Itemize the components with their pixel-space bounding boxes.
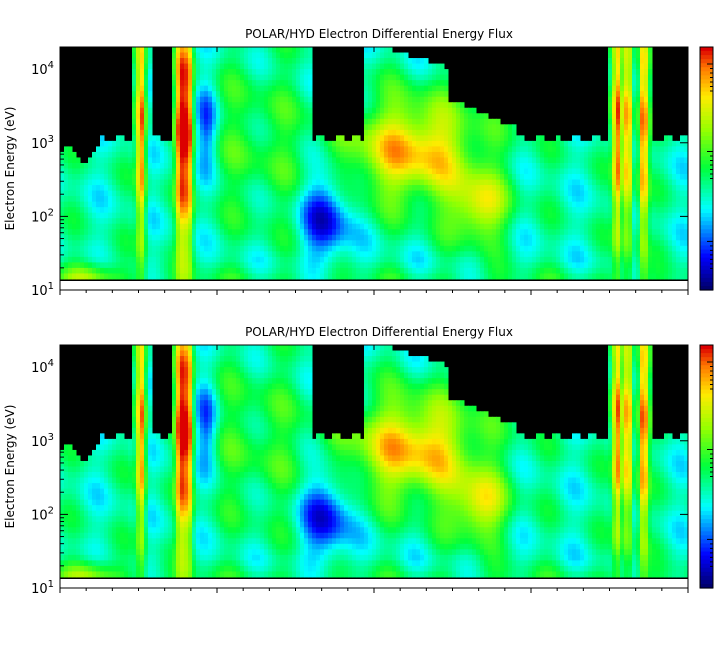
- chart-title: POLAR/HYD Electron Differential Energy F…: [245, 325, 513, 339]
- bottom-gap: [60, 579, 688, 588]
- spectrogram-svg: POLAR/HYD Electron Differential Energy F…: [3, 325, 714, 597]
- y-tick-label: 101: [31, 579, 54, 597]
- chart-title: POLAR/HYD Electron Differential Energy F…: [245, 27, 513, 41]
- y-tick-label: 104: [31, 60, 54, 78]
- y-axis-label: Electron Energy (eV): [3, 107, 17, 231]
- spectrogram-cells: [60, 47, 689, 280]
- spectrogram-cells: [60, 345, 689, 578]
- colorbar-frame: [699, 344, 714, 589]
- y-tick-label: 103: [31, 134, 54, 152]
- colorbar: [700, 345, 713, 589]
- y-tick-label: 103: [31, 432, 54, 450]
- y-tick-label: 101: [31, 281, 54, 299]
- bottom-gap: [60, 281, 688, 290]
- colorbar-frame: [699, 46, 714, 291]
- colorbar: [700, 47, 713, 291]
- spectrogram-svg: POLAR/HYD Electron Differential Energy F…: [3, 27, 714, 299]
- y-tick-label: 104: [31, 358, 54, 376]
- y-tick-label: 102: [31, 505, 54, 523]
- spectrogram-panel-2: POLAR/HYD Electron Differential Energy F…: [0, 298, 724, 598]
- spectrogram-panel-1: POLAR/HYD Electron Differential Energy F…: [0, 0, 724, 300]
- y-axis-label: Electron Energy (eV): [3, 405, 17, 529]
- y-tick-label: 102: [31, 207, 54, 225]
